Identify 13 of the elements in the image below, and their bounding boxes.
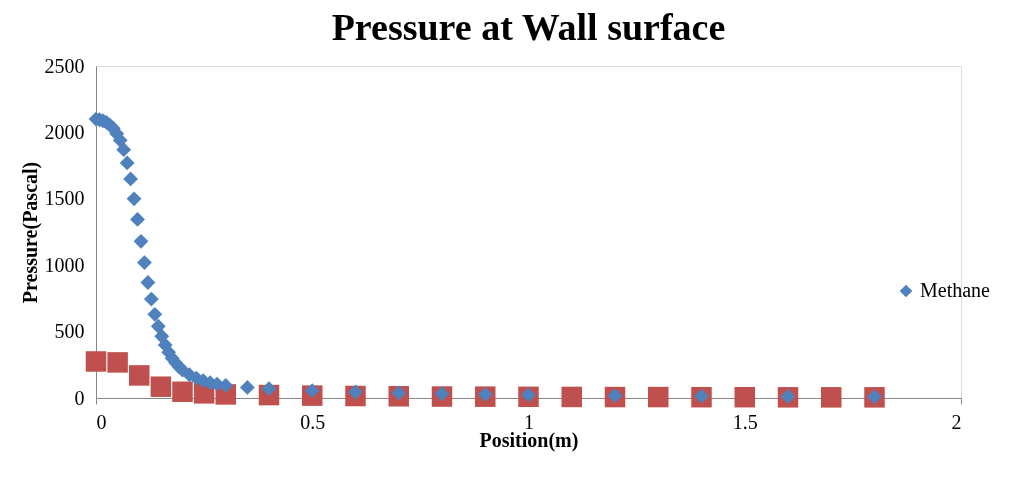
- y-tick-label: 1000: [44, 253, 85, 276]
- chart-title: Pressure at Wall surface: [331, 6, 726, 48]
- x-tick-label: 0.5: [300, 410, 326, 433]
- x-tick-label: 1.5: [732, 410, 758, 433]
- y-tick-label: 2500: [44, 54, 85, 77]
- x-tick-label: 2: [951, 410, 962, 433]
- y-tick-label: 2000: [44, 120, 85, 143]
- x-tick-label: 0: [96, 410, 107, 433]
- y-tick-label: 500: [54, 320, 85, 343]
- legend-label: Methane: [920, 279, 991, 301]
- y-axis-title: Pressure(Pascal): [18, 161, 42, 304]
- y-tick-label: 0: [74, 386, 85, 409]
- y-tick-label: 1500: [44, 187, 85, 210]
